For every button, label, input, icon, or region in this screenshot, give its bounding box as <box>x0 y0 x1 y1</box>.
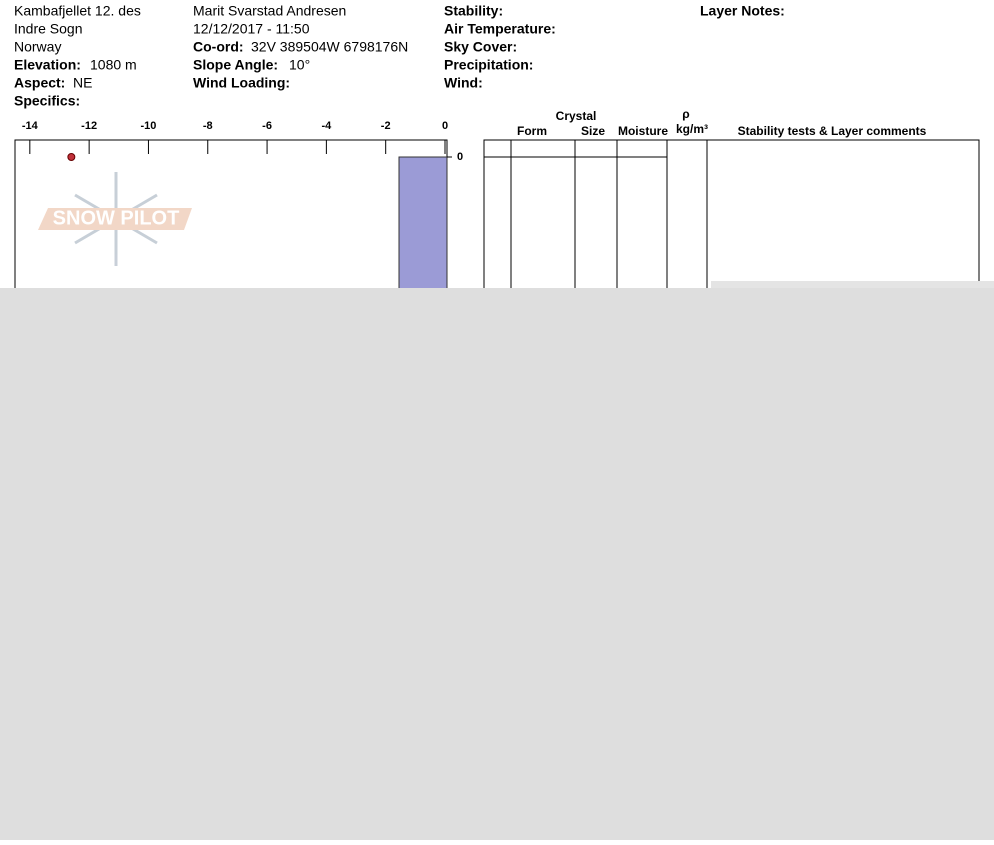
column-group: Crystal <box>556 109 597 123</box>
x-tick-label: -8 <box>203 120 213 132</box>
label: Wind Loading: <box>193 75 290 91</box>
watermark: SNOW PILOT <box>53 207 180 229</box>
column-header: Stability tests & Layer comments <box>738 124 927 138</box>
value: 1080 m <box>90 57 137 73</box>
area: Indre Sogn <box>14 21 83 37</box>
label: Air Temperature: <box>444 21 556 37</box>
x-tick-label: -10 <box>140 120 156 132</box>
overlay <box>711 281 994 291</box>
x-tick-label: -12 <box>81 120 97 132</box>
table-grid <box>483 139 980 301</box>
datetime: 12/12/2017 - 11:50 <box>193 21 310 37</box>
column-header: Moisture <box>618 124 668 138</box>
layer-bar <box>398 156 448 301</box>
watermark-logo: SNOW PILOT <box>38 172 192 266</box>
country: Norway <box>14 39 61 55</box>
label: Layer Notes: <box>700 3 785 19</box>
label: Elevation: <box>14 57 81 73</box>
observer: Marit Svarstad Andresen <box>193 3 346 19</box>
column-header: kg/m³ <box>676 122 708 136</box>
temperature-point <box>67 153 76 161</box>
value: NE <box>73 75 92 91</box>
x-tick-label: -14 <box>22 120 39 132</box>
value: 32V 389504W 6798176N <box>251 39 408 55</box>
label: Co-ord: <box>193 39 244 55</box>
y-tick-label: 0 <box>457 151 463 163</box>
x-tick-label: -4 <box>321 120 332 132</box>
label: Wind: <box>444 75 483 91</box>
label: Stability: <box>444 3 503 19</box>
label: Specifics: <box>14 93 80 109</box>
x-tick-label: -2 <box>381 120 391 132</box>
column-header: Size <box>581 124 605 138</box>
x-tick-label: -6 <box>262 120 272 132</box>
overlay <box>0 288 994 840</box>
label: Slope Angle: <box>193 57 278 73</box>
value: 10° <box>289 57 310 73</box>
x-tick-label: 0 <box>442 120 448 132</box>
label: Sky Cover: <box>444 39 517 55</box>
label: Precipitation: <box>444 57 533 73</box>
label: Aspect: <box>14 75 65 91</box>
column-header: ρ <box>682 107 689 121</box>
site: Kambafjellet 12. des <box>14 3 141 19</box>
column-header: Form <box>517 124 547 138</box>
